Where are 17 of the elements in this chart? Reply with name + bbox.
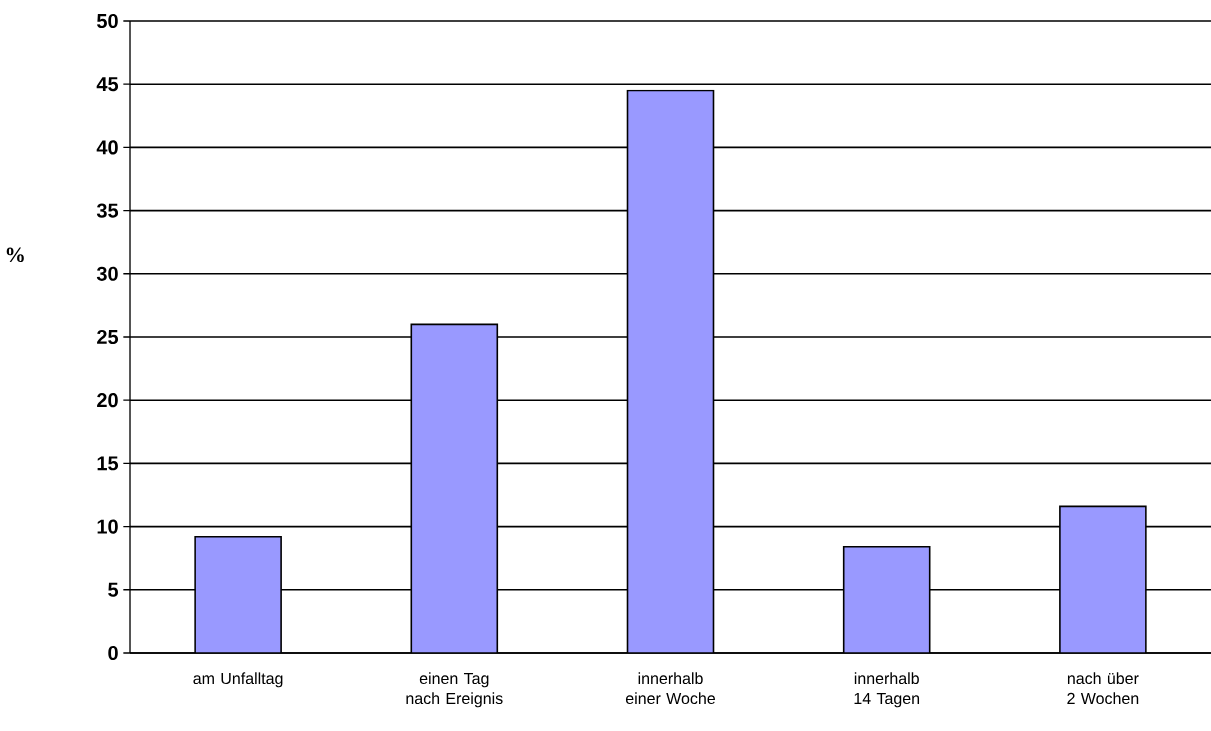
x-tick-label: einen Tag nach Ereignis <box>406 672 503 708</box>
x-tick-label: am Unfalltag <box>193 672 283 688</box>
y-tick-label: 40 <box>96 140 118 155</box>
x-tick-label: nach über 2 Wochen <box>1067 672 1139 705</box>
y-tick-label: 50 <box>96 13 118 29</box>
y-axis-title: % <box>6 247 24 263</box>
y-tick-label: 30 <box>96 266 118 281</box>
y-tick-label: 0 <box>108 645 118 661</box>
y-tick-label: 5 <box>108 582 119 597</box>
x-tick-label: innerhalb einer Woche <box>625 672 715 705</box>
y-tick-label: 35 <box>96 203 119 218</box>
y-tick-label: 20 <box>97 393 118 408</box>
y-tick-label: 25 <box>97 329 119 345</box>
y-tick-label: 45 <box>96 77 119 92</box>
y-tick-label: 15 <box>97 456 119 471</box>
x-tick-label: innerhalb 14 Tagen <box>854 672 920 708</box>
y-tick-label: 10 <box>97 519 118 534</box>
